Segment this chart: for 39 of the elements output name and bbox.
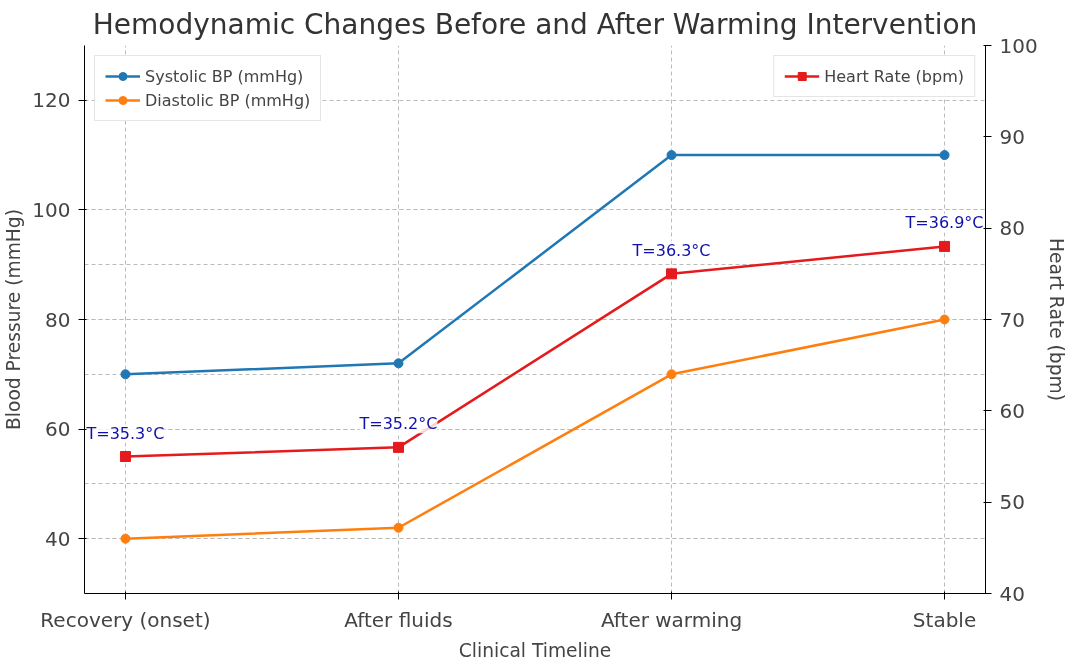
y-tick-label: 80 [45, 307, 71, 332]
x-tick-label: Recovery (onset) [40, 607, 211, 632]
x-axis-title: Clinical Timeline [458, 639, 612, 661]
annotation: T=35.2°C [358, 414, 438, 434]
y-tick-label: 60 [45, 417, 71, 442]
annotation: T=36.3°C [631, 240, 711, 260]
point [666, 369, 677, 380]
x-tick-label: After warming [600, 607, 743, 632]
legend-label: Heart Rate (bpm) [824, 66, 964, 86]
point [393, 522, 404, 533]
point [393, 358, 404, 369]
legend-label: Diastolic BP (mmHg) [145, 90, 311, 110]
point [392, 441, 404, 453]
point [120, 369, 131, 380]
point [666, 268, 678, 280]
y2-tick-label: 80 [999, 216, 1025, 241]
annotation: T=35.3°C [85, 423, 165, 443]
point [119, 451, 131, 462]
annotation: T=36.9°C [904, 213, 984, 233]
y2-tick-label: 70 [999, 307, 1025, 332]
point [666, 150, 677, 161]
y2-tick-label: 40 [999, 581, 1025, 606]
legend-label: Systolic BP (mmHg) [145, 66, 304, 86]
point [939, 240, 951, 252]
y-tick-label: 40 [45, 526, 71, 551]
x-tick-label: After fluids [344, 607, 453, 632]
y-tick-label: 120 [32, 88, 71, 113]
point [939, 150, 950, 161]
y2-tick-label: 100 [999, 33, 1038, 58]
y2-tick-label: 50 [999, 490, 1025, 515]
y2-tick-label: 90 [999, 124, 1025, 149]
point [120, 533, 131, 544]
y-tick-label: 100 [32, 197, 71, 222]
y-axis-title: Blood Pressure (mmHg) [3, 209, 25, 430]
y2-axis-title: Heart Rate (bpm) [1045, 238, 1067, 401]
point [939, 314, 950, 325]
x-tick-label: Stable [912, 607, 977, 632]
chart-title: Hemodynamic Changes Before and After Warming Intervention [92, 7, 978, 41]
y2-tick-label: 60 [999, 398, 1025, 423]
